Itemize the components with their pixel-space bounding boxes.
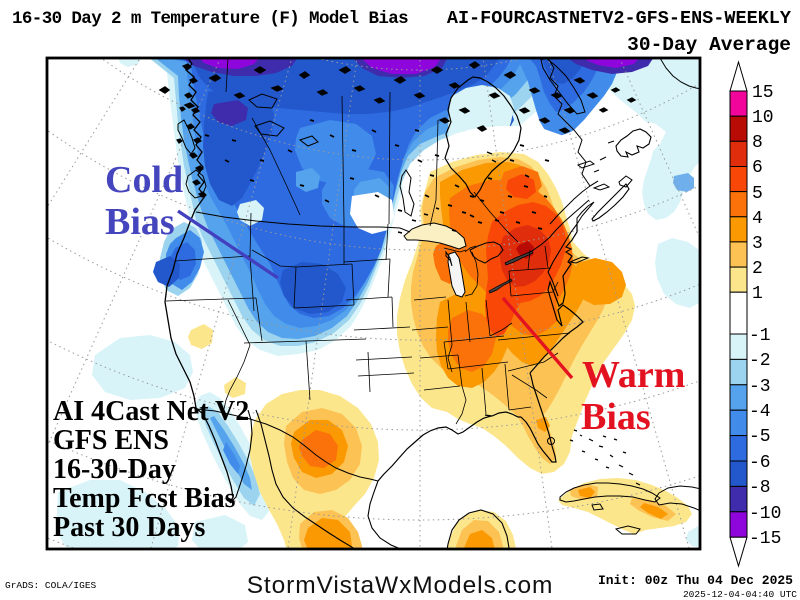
svg-text:Cold: Cold <box>105 159 183 201</box>
svg-text:-8: -8 <box>749 478 771 498</box>
svg-text:StormVistaWxModels.com: StormVistaWxModels.com <box>247 572 554 599</box>
svg-text:Bias: Bias <box>581 396 651 438</box>
svg-text:-15: -15 <box>749 529 781 549</box>
svg-text:10: 10 <box>752 108 774 128</box>
svg-text:16-30 Day 2 m Temperature (F): 16-30 Day 2 m Temperature (F) Model Bias <box>12 9 408 29</box>
svg-text:GFS ENS: GFS ENS <box>53 425 169 456</box>
svg-text:-3: -3 <box>749 377 771 397</box>
svg-text:Temp Fcst Bias: Temp Fcst Bias <box>53 483 236 514</box>
svg-text:30-Day Average: 30-Day Average <box>627 34 791 56</box>
svg-text:GrADS: COLA/IGES: GrADS: COLA/IGES <box>5 580 97 591</box>
svg-text:-10: -10 <box>749 504 781 524</box>
svg-text:16-30-Day: 16-30-Day <box>53 454 176 485</box>
svg-text:15: 15 <box>752 83 774 103</box>
svg-text:5: 5 <box>752 184 763 204</box>
svg-text:Warm: Warm <box>582 354 685 396</box>
svg-text:-1: -1 <box>749 326 771 346</box>
svg-text:-2: -2 <box>749 351 771 371</box>
svg-text:-6: -6 <box>749 453 771 473</box>
svg-text:-4: -4 <box>749 402 771 422</box>
svg-text:Bias: Bias <box>105 201 175 243</box>
svg-text:6: 6 <box>752 158 763 178</box>
svg-text:Init: 00z Thu 04 Dec 2025: Init: 00z Thu 04 Dec 2025 <box>598 573 793 588</box>
svg-text:AI 4Cast Net V2: AI 4Cast Net V2 <box>53 396 249 427</box>
svg-text:2025-12-04-04:40 UTC: 2025-12-04-04:40 UTC <box>683 589 797 600</box>
svg-text:2: 2 <box>752 259 763 279</box>
svg-text:AI-FOURCASTNETV2-GFS-ENS-WEEKL: AI-FOURCASTNETV2-GFS-ENS-WEEKLY <box>447 8 792 29</box>
svg-text:-5: -5 <box>749 427 771 447</box>
svg-text:4: 4 <box>752 209 763 229</box>
svg-text:3: 3 <box>752 234 763 254</box>
svg-text:8: 8 <box>752 133 763 153</box>
svg-text:Past 30 Days: Past 30 Days <box>53 512 206 543</box>
svg-text:1: 1 <box>752 284 763 304</box>
